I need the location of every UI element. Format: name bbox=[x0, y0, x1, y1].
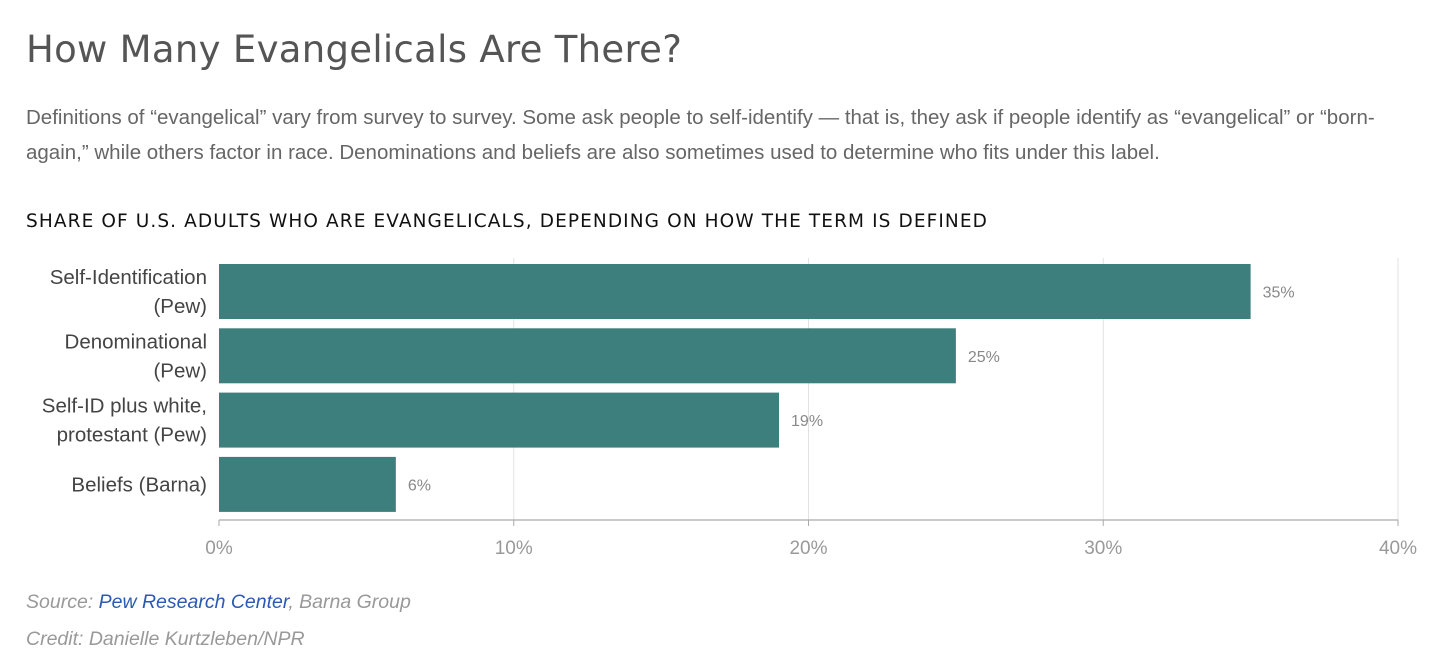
bar bbox=[219, 456, 396, 512]
chart-description: Definitions of “evangelical” vary from s… bbox=[26, 106, 1375, 164]
data-label: 19% bbox=[791, 413, 823, 430]
data-label: 35% bbox=[1263, 285, 1295, 302]
x-tick-label: 10% bbox=[495, 538, 533, 559]
bar bbox=[219, 392, 780, 448]
source-link[interactable]: Pew Research Center bbox=[98, 591, 289, 613]
category-label: Beliefs (Barna) bbox=[71, 473, 207, 496]
bar bbox=[219, 264, 1251, 319]
x-tick-label: 20% bbox=[789, 538, 827, 559]
source-suffix: , Barna Group bbox=[288, 591, 411, 613]
bar-chart: 35% Self-Identification (Pew) 25% Denominati… bbox=[42, 258, 1417, 559]
category-label: Self-ID plus white, protestant (Pew) bbox=[42, 395, 207, 447]
chart-title: SHARE OF U.S. ADULTS WHO ARE EVANGELICAL… bbox=[26, 211, 988, 232]
x-tick-label: 30% bbox=[1084, 538, 1122, 559]
x-tick-label: 40% bbox=[1379, 538, 1417, 559]
source-line: Source: Pew Research Center, Barna Group bbox=[26, 591, 411, 614]
x-tick-label: 0% bbox=[205, 538, 233, 559]
bar bbox=[219, 328, 956, 384]
data-label: 6% bbox=[408, 477, 431, 494]
credit-line: Credit: Danielle Kurtzleben/NPR bbox=[26, 628, 305, 650]
data-label: 25% bbox=[968, 349, 1000, 366]
page-title: How Many Evangelicals Are There? bbox=[26, 28, 683, 71]
category-label: Self-Identification (Pew) bbox=[50, 266, 207, 318]
source-prefix: Source: bbox=[26, 591, 99, 613]
category-label: Denominational (Pew) bbox=[65, 330, 207, 382]
